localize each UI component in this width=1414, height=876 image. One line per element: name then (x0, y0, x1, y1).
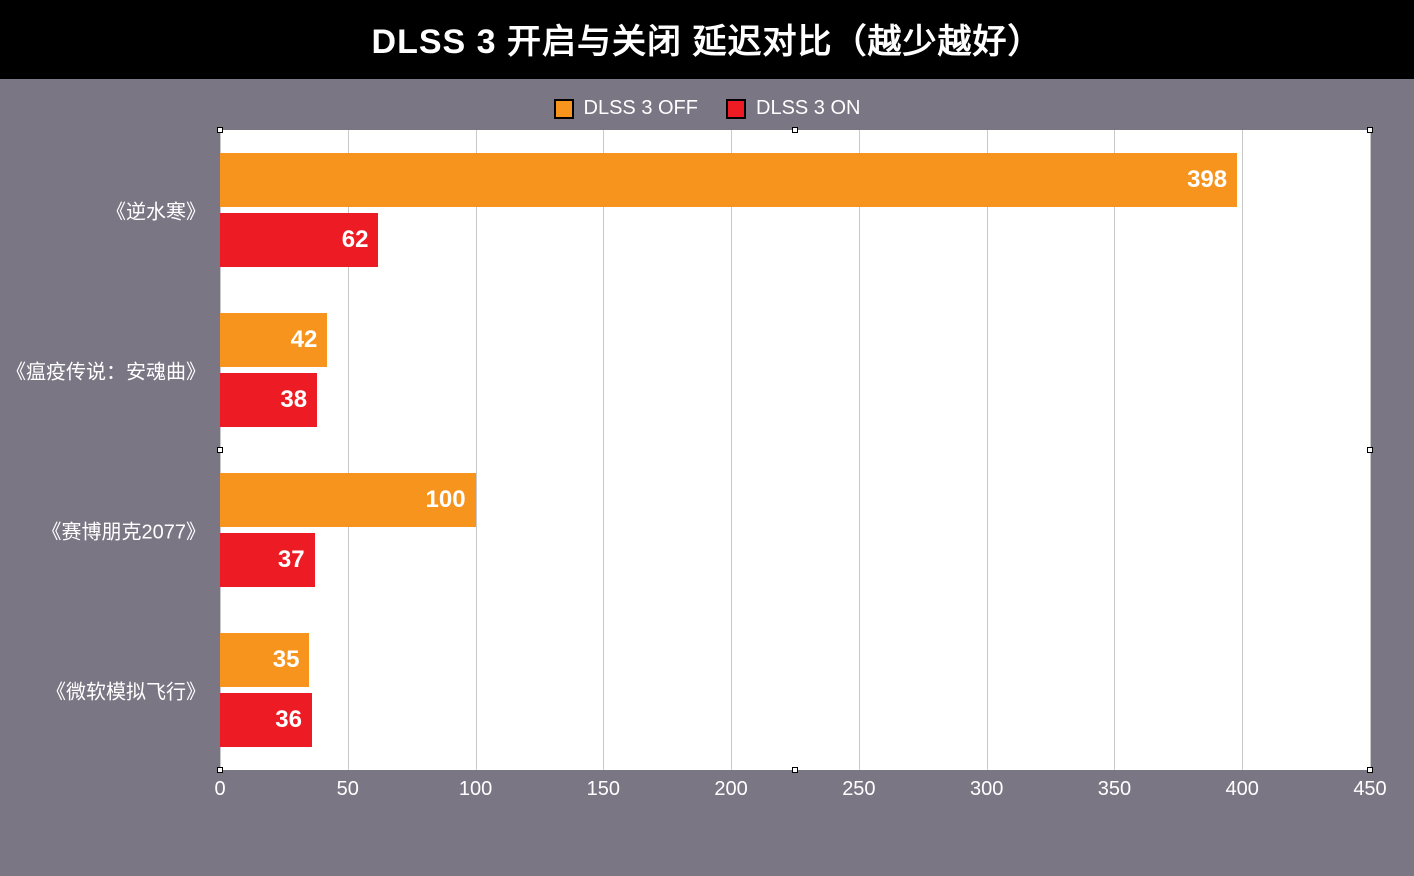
bar: 62 (220, 213, 378, 267)
legend: DLSS 3 OFF DLSS 3 ON (0, 79, 1414, 130)
legend-item-off: DLSS 3 OFF (554, 97, 698, 120)
category-label: 《微软模拟飞行》 (46, 676, 206, 705)
bar-value-label: 36 (275, 706, 302, 734)
bar: 37 (220, 533, 315, 587)
category-label: 《瘟疫传说：安魂曲》 (6, 356, 206, 385)
chart-area: 《逆水寒》39862《瘟疫传说：安魂曲》4238《赛博朋克2077》10037《… (220, 130, 1374, 810)
legend-item-on: DLSS 3 ON (726, 97, 860, 120)
x-tick-label: 200 (714, 778, 747, 801)
selection-handle[interactable] (792, 767, 798, 773)
legend-label-off: DLSS 3 OFF (584, 97, 698, 120)
x-tick-label: 300 (970, 778, 1003, 801)
bar-value-label: 37 (278, 546, 305, 574)
selection-handle[interactable] (1367, 767, 1373, 773)
bar: 35 (220, 633, 309, 687)
x-tick-label: 100 (459, 778, 492, 801)
plot-area: 《逆水寒》39862《瘟疫传说：安魂曲》4238《赛博朋克2077》10037《… (220, 130, 1370, 770)
x-tick-label: 400 (1226, 778, 1259, 801)
bar-value-label: 398 (1187, 166, 1227, 194)
selection-handle[interactable] (217, 447, 223, 453)
bar-value-label: 100 (426, 486, 466, 514)
legend-swatch-off (554, 99, 574, 119)
selection-handle[interactable] (1367, 447, 1373, 453)
legend-swatch-on (726, 99, 746, 119)
x-tick-label: 150 (587, 778, 620, 801)
category-group: 《瘟疫传说：安魂曲》4238 (220, 313, 1370, 427)
bar-value-label: 35 (273, 646, 300, 674)
x-tick-label: 50 (337, 778, 359, 801)
chart-title: DLSS 3 开启与关闭 延迟对比（越少越好） (0, 0, 1414, 79)
bar: 36 (220, 693, 312, 747)
selection-handle[interactable] (792, 127, 798, 133)
x-tick-label: 350 (1098, 778, 1131, 801)
category-label: 《逆水寒》 (106, 196, 206, 225)
x-tick-label: 450 (1353, 778, 1386, 801)
bar-value-label: 62 (342, 226, 369, 254)
selection-handle[interactable] (217, 127, 223, 133)
category-label: 《赛博朋克2077》 (42, 516, 207, 545)
bar-value-label: 42 (291, 326, 318, 354)
x-tick-label: 250 (842, 778, 875, 801)
bar: 100 (220, 473, 476, 527)
selection-handle[interactable] (217, 767, 223, 773)
category-group: 《微软模拟飞行》3536 (220, 633, 1370, 747)
bar-value-label: 38 (280, 386, 307, 414)
selection-handle[interactable] (1367, 127, 1373, 133)
category-group: 《赛博朋克2077》10037 (220, 473, 1370, 587)
bar: 38 (220, 373, 317, 427)
legend-label-on: DLSS 3 ON (756, 97, 860, 120)
bar: 42 (220, 313, 327, 367)
x-tick-label: 0 (214, 778, 225, 801)
bar: 398 (220, 153, 1237, 207)
category-group: 《逆水寒》39862 (220, 153, 1370, 267)
